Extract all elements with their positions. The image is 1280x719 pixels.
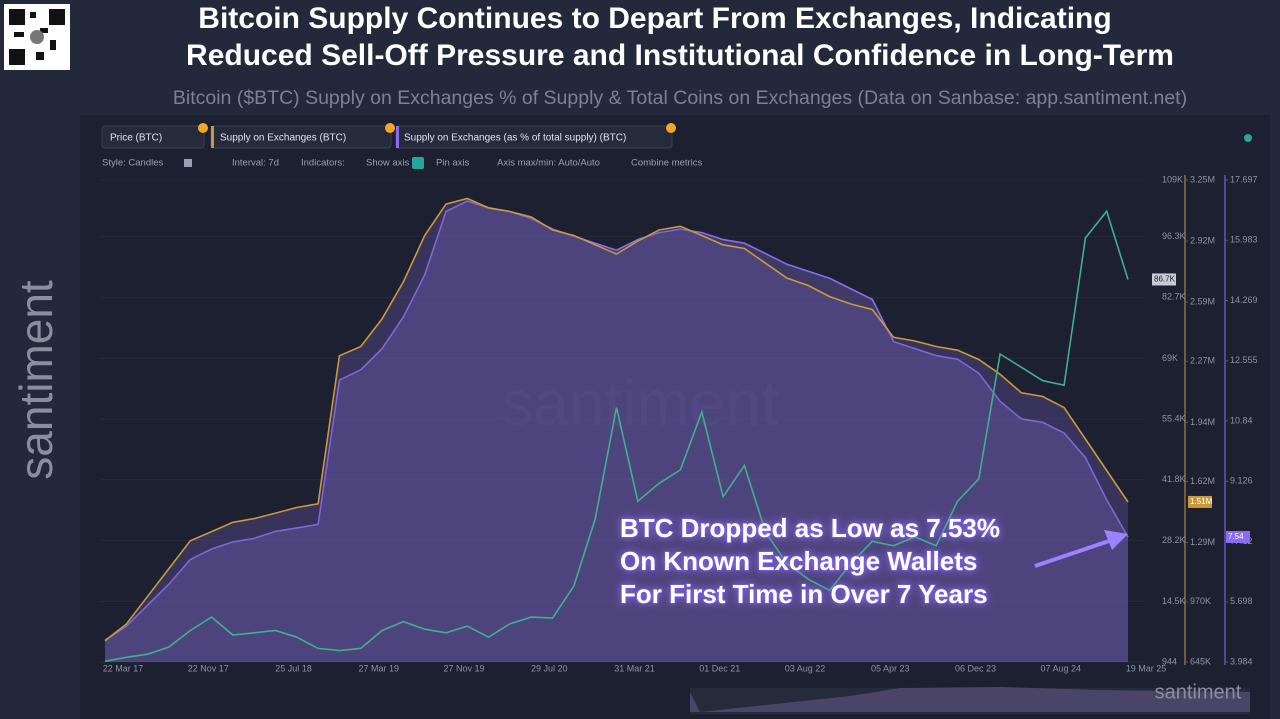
chart-panel — [80, 115, 1270, 719]
y-tick-label: 14.269 — [1230, 295, 1258, 305]
x-tick-label: 05 Apr 23 — [871, 663, 910, 673]
y-tick-label: 970K — [1190, 596, 1211, 606]
y-tick-label: 82.7K — [1162, 292, 1186, 302]
y-tick-label: 109K — [1162, 174, 1183, 184]
y-tick-label: 1.62M — [1190, 476, 1215, 486]
y-tick-label: 5.698 — [1230, 596, 1253, 606]
y-tick-label: 69K — [1162, 353, 1178, 363]
toolbar-item[interactable]: Pin axis — [436, 158, 470, 169]
footer-logo: santiment — [1155, 681, 1242, 703]
last-value-label: 1.51M — [1190, 497, 1213, 506]
last-value-box — [1226, 531, 1250, 544]
x-tick-label: 29 Jul 20 — [531, 663, 568, 673]
y-tick-label: 96.3K — [1162, 231, 1186, 241]
title-line: Bitcoin Supply Continues to Depart From … — [198, 2, 1111, 35]
x-tick-label: 07 Aug 24 — [1040, 663, 1081, 673]
toolbar-item[interactable]: Interval: 7d — [232, 158, 279, 169]
last-value-label: 7.54 — [1228, 532, 1244, 541]
watermark: santiment — [501, 367, 779, 439]
y-tick-label: 15.983 — [1230, 235, 1258, 245]
annotation-arrow — [1034, 538, 1113, 568]
toolbar-item[interactable]: Show axis — [366, 158, 410, 169]
y-tick-label: 2.92M — [1190, 235, 1215, 245]
tab-color — [211, 126, 214, 148]
series-line — [104, 209, 1129, 663]
y-tick-label: 12.555 — [1230, 355, 1258, 365]
x-tick-label: 22 Nov 17 — [188, 663, 229, 673]
toolbar-item[interactable]: Combine metrics — [631, 158, 703, 169]
y-tick-label: 3.25M — [1190, 174, 1215, 184]
annotation-text: For First Time in Over 7 Years — [620, 579, 988, 609]
subtitle: Bitcoin ($BTC) Supply on Exchanges % of … — [173, 87, 1187, 109]
y-tick-label: 3.984 — [1230, 656, 1253, 666]
y-tick-label: 2.27M — [1190, 356, 1215, 366]
y-tick-label: 1.29M — [1190, 537, 1215, 547]
x-tick-label: 03 Aug 22 — [785, 663, 826, 673]
y-tick-label: 1.94M — [1190, 417, 1215, 427]
series-line — [104, 200, 1129, 641]
x-tick-label: 06 Dec 23 — [955, 663, 996, 673]
tab-label[interactable]: Supply on Exchanges (as % of total suppl… — [404, 133, 626, 144]
navigator-area — [690, 687, 1250, 712]
title-line: Reduced Sell-Off Pressure and Institutio… — [186, 39, 1174, 72]
y-tick-label: 10.84 — [1230, 415, 1253, 425]
tab[interactable] — [101, 125, 205, 149]
y-tick-label: 645K — [1190, 656, 1211, 666]
y-tick-label: 28.2K — [1162, 535, 1186, 545]
y-tick-label: 9.126 — [1230, 476, 1253, 486]
toolbar-item[interactable]: Axis max/min: Auto/Auto — [497, 158, 600, 169]
x-tick-label: 01 Dec 21 — [699, 663, 740, 673]
last-value-box — [1188, 495, 1212, 508]
toolbar-item[interactable]: Style: Candles — [102, 158, 164, 169]
tab-label[interactable]: Price (BTC) — [110, 133, 162, 144]
toolbar-item[interactable]: Indicators: — [301, 158, 345, 169]
x-tick-label: 31 Mar 21 — [614, 663, 655, 673]
y-tick-label: 2.59M — [1190, 296, 1215, 306]
y-tick-label: 55.4K — [1162, 413, 1186, 423]
x-tick-label: 22 Mar 17 — [103, 663, 144, 673]
qr-code — [4, 4, 70, 70]
x-tick-label: 27 Mar 19 — [358, 663, 399, 673]
area-fill — [105, 201, 1128, 662]
annotation-arrowhead — [1104, 530, 1128, 550]
last-value-box — [1152, 273, 1176, 286]
tab-color — [396, 126, 399, 148]
x-tick-label: 19 Mar 25 — [1126, 663, 1167, 673]
toolbar: Style: Candles Interval: 7d Indicators: … — [102, 134, 1252, 169]
last-value-label: 86.7K — [1154, 275, 1176, 284]
y-tick-label: 41.8K — [1162, 474, 1186, 484]
y-tick-label: 14.5K — [1162, 596, 1186, 606]
tabs: Price (BTC) Supply on Exchanges (BTC) Su… — [101, 123, 676, 149]
x-tick-label: 25 Jul 18 — [275, 663, 312, 673]
tab-label[interactable]: Supply on Exchanges (BTC) — [220, 133, 346, 144]
side-logo: santiment — [10, 280, 62, 480]
annotation-text: BTC Dropped as Low as 7.53% — [620, 513, 1000, 543]
annotation: BTC Dropped as Low as 7.53%On Known Exch… — [619, 512, 1128, 609]
y-tick-label: 17.697 — [1230, 174, 1258, 184]
x-tick-label: 27 Nov 19 — [443, 663, 484, 673]
area-fill — [105, 198, 1128, 662]
y-tick-label: 944 — [1162, 656, 1177, 666]
series-line — [104, 197, 1129, 642]
annotation-text: On Known Exchange Wallets — [620, 546, 977, 576]
